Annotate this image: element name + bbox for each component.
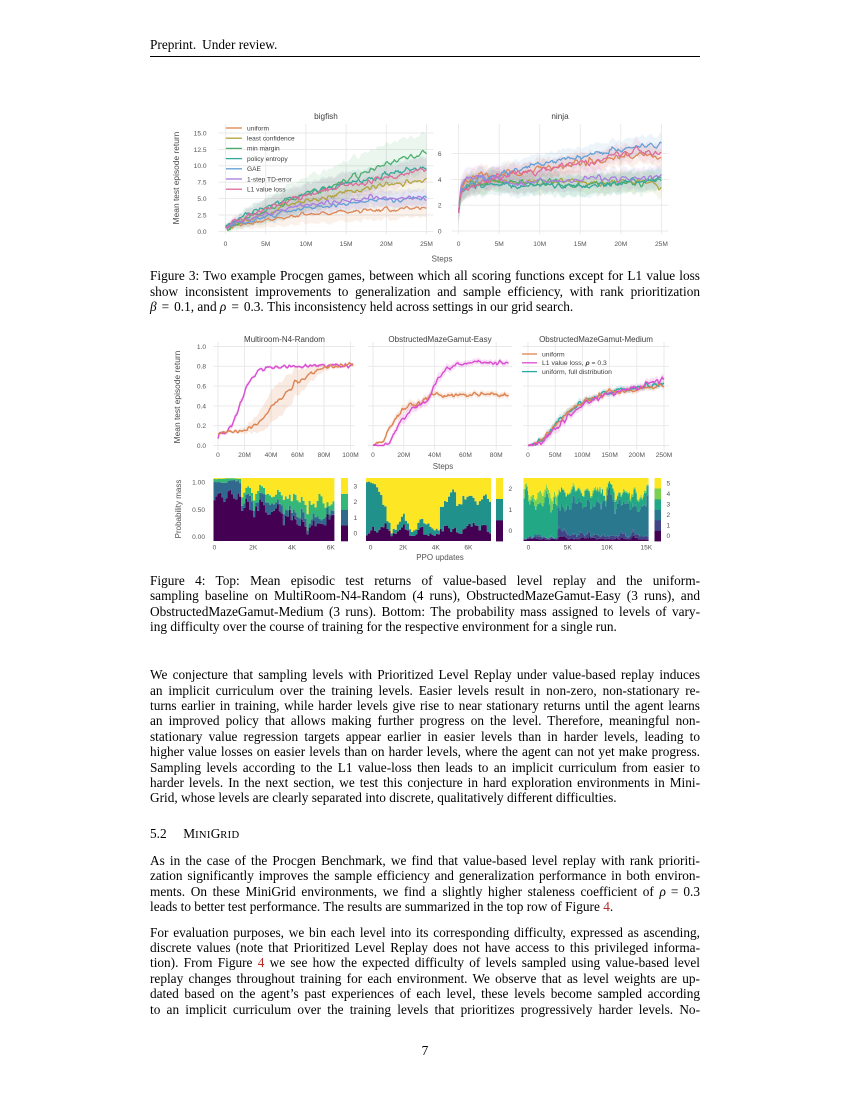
svg-text:0: 0	[213, 545, 217, 552]
svg-text:uniform: uniform	[247, 125, 269, 132]
svg-text:15K: 15K	[640, 545, 652, 552]
svg-text:0: 0	[526, 452, 530, 459]
svg-text:min margin: min margin	[247, 146, 280, 153]
svg-text:0: 0	[667, 533, 671, 540]
svg-text:0: 0	[216, 452, 220, 459]
svg-text:1: 1	[509, 507, 513, 514]
svg-text:10K: 10K	[601, 545, 613, 552]
svg-text:20M: 20M	[238, 452, 251, 459]
svg-text:2: 2	[509, 486, 513, 493]
svg-text:ObstructedMazeGamut-Easy: ObstructedMazeGamut-Easy	[388, 335, 491, 344]
svg-text:Multiroom-N4-Random: Multiroom-N4-Random	[244, 335, 325, 344]
svg-text:7.5: 7.5	[197, 180, 206, 187]
svg-text:250M: 250M	[656, 452, 673, 459]
svg-text:4K: 4K	[288, 545, 297, 552]
svg-text:L1 value loss, ρ = 0.3: L1 value loss, ρ = 0.3	[542, 360, 607, 367]
svg-text:60M: 60M	[459, 452, 472, 459]
svg-text:5M: 5M	[495, 241, 504, 248]
svg-text:PPO updates: PPO updates	[416, 553, 464, 562]
svg-text:5.0: 5.0	[197, 196, 206, 203]
svg-text:5M: 5M	[261, 241, 270, 248]
svg-text:0.2: 0.2	[197, 423, 206, 430]
svg-text:1-step TD-error: 1-step TD-error	[247, 176, 293, 183]
svg-text:25M: 25M	[420, 241, 433, 248]
svg-text:2: 2	[438, 203, 442, 210]
svg-text:20M: 20M	[397, 452, 410, 459]
svg-text:3: 3	[354, 483, 358, 490]
svg-text:2: 2	[667, 512, 671, 519]
svg-text:150M: 150M	[601, 452, 618, 459]
svg-text:least confidence: least confidence	[247, 136, 295, 143]
svg-text:60M: 60M	[291, 452, 304, 459]
svg-text:Steps: Steps	[432, 255, 453, 264]
svg-text:10.0: 10.0	[194, 163, 207, 170]
svg-text:GAE: GAE	[247, 166, 262, 173]
svg-text:0: 0	[369, 545, 373, 552]
svg-text:0: 0	[527, 545, 531, 552]
svg-text:80M: 80M	[490, 452, 503, 459]
svg-text:40M: 40M	[428, 452, 441, 459]
svg-text:1: 1	[354, 515, 358, 522]
svg-text:0.6: 0.6	[197, 384, 206, 391]
svg-text:Steps: Steps	[433, 462, 453, 471]
svg-text:2: 2	[354, 499, 358, 506]
svg-text:2.5: 2.5	[197, 212, 206, 219]
svg-text:bigfish: bigfish	[314, 112, 338, 121]
svg-text:15.0: 15.0	[194, 130, 207, 137]
svg-text:200M: 200M	[629, 452, 646, 459]
svg-text:5K: 5K	[564, 545, 573, 552]
svg-text:0: 0	[224, 241, 228, 248]
svg-text:50M: 50M	[549, 452, 562, 459]
svg-text:10M: 10M	[533, 241, 546, 248]
svg-text:0.0: 0.0	[197, 443, 206, 450]
svg-text:6K: 6K	[327, 545, 336, 552]
svg-text:20M: 20M	[614, 241, 627, 248]
svg-text:policy entropy: policy entropy	[247, 156, 288, 163]
svg-text:15M: 15M	[574, 241, 587, 248]
svg-text:5: 5	[667, 481, 671, 488]
svg-text:L1 value loss: L1 value loss	[247, 187, 286, 194]
svg-text:0.0: 0.0	[197, 229, 206, 236]
svg-text:0: 0	[354, 531, 358, 538]
svg-text:4K: 4K	[432, 545, 441, 552]
svg-text:40M: 40M	[265, 452, 278, 459]
svg-text:Probability mass: Probability mass	[174, 480, 183, 539]
svg-text:0.50: 0.50	[192, 507, 205, 514]
svg-text:4: 4	[667, 491, 671, 498]
svg-text:15M: 15M	[340, 241, 353, 248]
svg-text:2K: 2K	[399, 545, 408, 552]
svg-text:20M: 20M	[380, 241, 393, 248]
svg-text:0.4: 0.4	[197, 403, 206, 410]
svg-text:1.0: 1.0	[197, 344, 206, 351]
svg-text:10M: 10M	[299, 241, 312, 248]
svg-text:0: 0	[509, 528, 513, 535]
svg-text:Mean test episode return: Mean test episode return	[171, 131, 181, 224]
svg-text:ninja: ninja	[551, 112, 569, 121]
svg-text:0: 0	[457, 241, 461, 248]
svg-text:0.00: 0.00	[192, 534, 205, 541]
svg-text:0: 0	[438, 228, 442, 235]
svg-text:0.8: 0.8	[197, 364, 206, 371]
svg-text:0: 0	[371, 452, 375, 459]
svg-text:12.5: 12.5	[194, 147, 207, 154]
svg-text:80M: 80M	[318, 452, 331, 459]
svg-text:100M: 100M	[342, 452, 359, 459]
svg-text:4: 4	[438, 177, 442, 184]
svg-text:1: 1	[667, 523, 671, 530]
svg-text:25M: 25M	[655, 241, 668, 248]
svg-text:2K: 2K	[249, 545, 258, 552]
svg-text:ObstructedMazeGamut-Medium: ObstructedMazeGamut-Medium	[539, 335, 653, 344]
svg-text:1.00: 1.00	[192, 480, 205, 487]
svg-text:6K: 6K	[464, 545, 473, 552]
svg-text:Mean test episode return: Mean test episode return	[172, 350, 182, 443]
svg-text:6: 6	[438, 151, 442, 158]
svg-text:uniform: uniform	[542, 351, 565, 358]
svg-text:3: 3	[667, 502, 671, 509]
svg-text:uniform, full distribution: uniform, full distribution	[542, 369, 612, 376]
svg-text:100M: 100M	[574, 452, 591, 459]
